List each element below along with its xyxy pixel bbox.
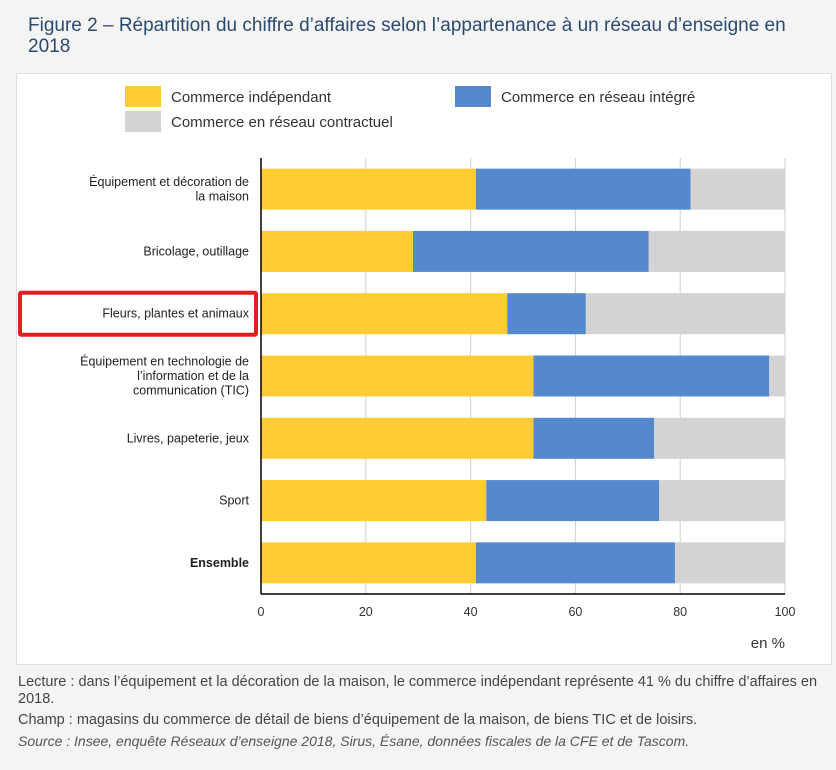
bar-segment [261, 480, 487, 522]
legend-label-1: Commerce indépendant [171, 89, 332, 106]
chart-container: Commerce indépendant Commerce en réseau i… [16, 73, 832, 665]
x-tick-label: 60 [568, 605, 582, 619]
bar-segment [533, 355, 770, 397]
x-tick-label: 20 [359, 605, 373, 619]
legend-label-2: Commerce en réseau intégré [501, 89, 695, 106]
bar-segment [690, 168, 785, 210]
figure-title: Figure 2 – Répartition du chiffre d’affa… [28, 15, 786, 57]
x-tick-label: 100 [775, 605, 796, 619]
highlight-box [18, 290, 258, 337]
bar-segment [412, 230, 649, 272]
bar-segment [475, 168, 691, 210]
legend-swatch-1 [125, 86, 161, 107]
lecture-note: Lecture : dans l’équipement et la décora… [18, 674, 818, 707]
x-tick-label: 80 [673, 605, 687, 619]
category-label: Équipement en technologie de l’informatio… [80, 354, 249, 398]
bar-segment [486, 480, 660, 522]
source-note: Source : Insee, enquête Réseaux d’enseig… [18, 733, 690, 749]
legend-swatch-3 [125, 111, 161, 132]
champ-note: Champ : magasins du commerce de détail d… [18, 712, 698, 728]
x-tick-label: 0 [258, 605, 265, 619]
figure-notes: Lecture : dans l’équipement et la décora… [18, 674, 818, 754]
bar-segment [261, 293, 508, 335]
category-label: Livres, papeterie, jeux [127, 431, 250, 445]
category-label: Ensemble [190, 556, 249, 570]
bar-segment [261, 355, 534, 397]
bar-segment [475, 542, 675, 584]
bar-segment [674, 542, 785, 584]
bar-segment [654, 417, 785, 459]
x-tick-label: 40 [464, 605, 478, 619]
bar-segment [659, 480, 785, 522]
bar-segment [648, 230, 785, 272]
bar-segment [507, 293, 586, 335]
bar-segment [533, 417, 654, 459]
category-label: Bricolage, outillage [143, 244, 249, 258]
category-label: Sport [219, 494, 249, 508]
bar-segment [769, 355, 785, 397]
category-label: Fleurs, plantes et animaux [102, 307, 249, 321]
category-label: Équipement et décoration de la maison [89, 174, 249, 204]
x-axis-label: en % [751, 635, 785, 652]
legend-swatch-2 [455, 86, 491, 107]
legend-label-3: Commerce en réseau contractuel [171, 114, 393, 131]
bar-segment [261, 417, 534, 459]
bar-segment [261, 230, 413, 272]
bar-segment [261, 542, 476, 584]
stacked-bar-chart: Commerce indépendant Commerce en réseau i… [18, 86, 796, 652]
bar-segment [261, 168, 476, 210]
bar-segment [585, 293, 785, 335]
